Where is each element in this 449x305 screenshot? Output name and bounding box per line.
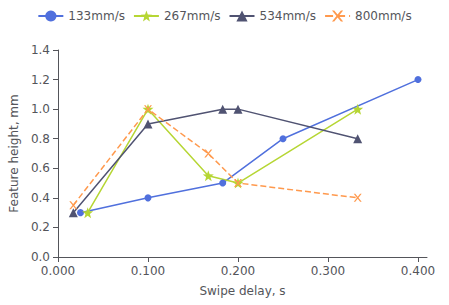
- svg-text:1.0: 1.0: [31, 102, 50, 116]
- svg-text:800mm/s: 800mm/s: [355, 9, 412, 23]
- svg-text:0.8: 0.8: [31, 132, 50, 146]
- svg-text:Feature height, mm: Feature height, mm: [7, 94, 21, 212]
- svg-text:0.4: 0.4: [31, 191, 50, 205]
- svg-text:534mm/s: 534mm/s: [260, 9, 317, 23]
- svg-text:Swipe delay, s: Swipe delay, s: [199, 284, 285, 298]
- svg-text:0.200: 0.200: [221, 264, 255, 278]
- svg-text:1.4: 1.4: [31, 43, 50, 57]
- svg-text:0.6: 0.6: [31, 161, 50, 175]
- svg-text:0.2: 0.2: [31, 220, 50, 234]
- svg-text:0.300: 0.300: [311, 264, 345, 278]
- svg-text:0.100: 0.100: [131, 264, 165, 278]
- svg-text:0.000: 0.000: [41, 264, 75, 278]
- svg-text:0.400: 0.400: [401, 264, 435, 278]
- svg-text:267mm/s: 267mm/s: [164, 9, 221, 23]
- svg-text:133mm/s: 133mm/s: [68, 9, 125, 23]
- svg-text:0.0: 0.0: [31, 250, 50, 264]
- svg-text:1.2: 1.2: [31, 73, 50, 87]
